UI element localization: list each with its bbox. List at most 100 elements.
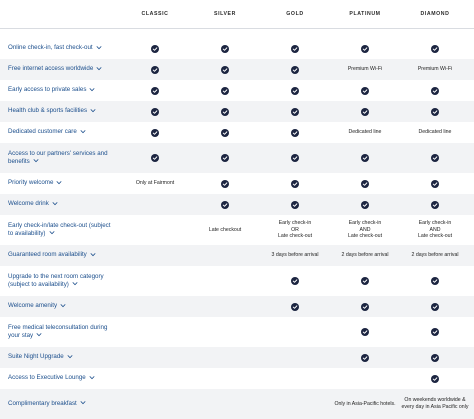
- benefit-label: Early check-in/late check-out (subject t…: [8, 221, 111, 237]
- benefit-toggle[interactable]: Upgrade to the next room category (subje…: [8, 266, 116, 296]
- chevron-down-icon: [60, 303, 67, 309]
- benefit-row: Priority welcome Only at Fairmont: [0, 173, 474, 194]
- tier-cell-silver-check: [190, 122, 260, 143]
- tier-cell-silver-check: [190, 143, 260, 173]
- check-circle-icon: [431, 154, 439, 162]
- benefit-label: Guaranteed room availability: [8, 251, 97, 259]
- tier-cell-classic-empty: [120, 368, 190, 389]
- tier-cell-diamond-text: On weekends worldwide & every day in Asi…: [401, 397, 469, 410]
- tier-cell-platinum-check: [330, 347, 400, 368]
- check-circle-icon: [221, 107, 229, 116]
- check-circle-icon: [291, 44, 299, 53]
- tier-cell-gold-check: [260, 143, 330, 173]
- tier-cell-silver-text: Late checkout: [208, 226, 242, 233]
- check-circle-icon: [361, 154, 369, 162]
- tier-cell-classic-empty: [120, 245, 190, 266]
- tier-cell-gold-text: Early check-in OR Late check-out: [277, 219, 313, 240]
- tier-cell-diamond-check: [400, 317, 470, 347]
- benefit-label: Access to Executive Lounge: [8, 374, 96, 382]
- tier-cell-classic-empty: [120, 215, 190, 245]
- tier-cell-silver-check: [190, 80, 260, 101]
- check-circle-icon: [291, 154, 299, 162]
- tier-cell-classic-empty: [120, 296, 190, 317]
- check-circle-icon: [431, 374, 439, 383]
- tier-cell-gold-text: 3 days before arrival: [271, 252, 319, 259]
- benefit-toggle[interactable]: Guaranteed room availability: [8, 245, 116, 266]
- tier-cell-platinum-check: [330, 266, 400, 296]
- check-circle-icon: [291, 128, 299, 137]
- benefit-toggle[interactable]: Access to Executive Lounge: [8, 368, 116, 389]
- benefit-toggle[interactable]: Welcome amenity: [8, 296, 116, 317]
- tier-cell-diamond-check: [400, 266, 470, 296]
- benefit-label: Free internet access worldwide: [8, 65, 103, 73]
- benefit-row: Free medical teleconsultation during you…: [0, 317, 474, 347]
- tier-cell-diamond-check: [400, 194, 470, 215]
- benefit-toggle[interactable]: Free internet access worldwide: [8, 59, 116, 80]
- tier-cell-diamond-check: [400, 101, 470, 122]
- tier-cell-platinum-text: Only in Asia-Pacific hotels.: [334, 400, 396, 407]
- tier-cell-platinum-check: [330, 143, 400, 173]
- tier-cell-silver-empty: [190, 296, 260, 317]
- tier-cell-silver-check: [190, 194, 260, 215]
- benefit-label: Welcome amenity: [8, 302, 67, 310]
- benefit-label: Welcome drink: [8, 200, 59, 208]
- tier-cell-gold-check: [260, 38, 330, 59]
- tier-cell-gold-check: [260, 59, 330, 80]
- tier-cell-diamond-check: [400, 347, 470, 368]
- benefit-toggle[interactable]: Access to our partners' services and ben…: [8, 143, 116, 173]
- benefit-toggle[interactable]: Complimentary breakfast: [8, 389, 116, 419]
- tier-cell-gold-check: [260, 122, 330, 143]
- tier-cell-gold-check: [260, 266, 330, 296]
- benefit-toggle[interactable]: Welcome drink: [8, 194, 116, 215]
- tier-cell-diamond-check: [400, 368, 470, 389]
- tier-cell-classic-check: [120, 38, 190, 59]
- tier-cell-platinum-check: [330, 296, 400, 317]
- check-circle-icon: [221, 179, 229, 188]
- chevron-down-icon: [96, 45, 103, 51]
- check-circle-icon: [361, 107, 369, 116]
- check-circle-icon: [431, 277, 439, 285]
- tier-cell-diamond-check: [400, 38, 470, 59]
- check-circle-icon: [361, 328, 369, 336]
- check-circle-icon: [151, 44, 159, 53]
- chevron-down-icon: [48, 230, 56, 236]
- tier-cell-diamond-text: 2 days before arrival: [411, 252, 459, 259]
- tier-cell-classic-empty: [120, 266, 190, 296]
- benefit-toggle[interactable]: Dedicated customer care: [8, 122, 116, 143]
- tier-cell-gold-check: [260, 101, 330, 122]
- benefit-row: Welcome amenity: [0, 296, 474, 317]
- tier-header-silver: SILVER: [214, 11, 236, 17]
- benefit-toggle[interactable]: Free medical teleconsultation during you…: [8, 317, 116, 347]
- benefit-toggle[interactable]: Health club & sports facilities: [8, 101, 116, 122]
- tier-cell-platinum-check: [330, 101, 400, 122]
- benefit-label: Health club & sports facilities: [8, 107, 97, 115]
- tier-cell-silver-empty: [190, 368, 260, 389]
- benefit-toggle[interactable]: Early access to private sales: [8, 80, 116, 101]
- tier-cell-classic-check: [120, 143, 190, 173]
- benefit-toggle[interactable]: Early check-in/late check-out (subject t…: [8, 215, 116, 245]
- tier-cell-platinum-text: 2 days before arrival: [341, 252, 389, 259]
- benefit-toggle[interactable]: Online check-in, fast check-out: [8, 38, 116, 59]
- check-circle-icon: [221, 65, 229, 74]
- benefit-row: Free internet access worldwide Premium Wi…: [0, 59, 474, 80]
- check-circle-icon: [431, 200, 439, 209]
- check-circle-icon: [221, 44, 229, 53]
- tier-cell-classic-check: [120, 101, 190, 122]
- tier-cell-classic-text: Only at Fairmont: [135, 180, 175, 187]
- benefit-toggle[interactable]: Priority welcome: [8, 173, 116, 194]
- tier-header-row: CLASSIC SILVER GOLD PLATINUM DIAMOND: [0, 0, 474, 29]
- check-circle-icon: [431, 179, 439, 188]
- benefit-toggle[interactable]: Suite Night Upgrade: [8, 347, 116, 368]
- check-circle-icon: [221, 86, 229, 95]
- check-circle-icon: [151, 65, 159, 74]
- benefit-row: Online check-in, fast check-out: [0, 38, 474, 59]
- tier-cell-gold-empty: [260, 317, 330, 347]
- tier-cell-diamond-text: Early check-in AND Late check-out: [417, 219, 453, 240]
- check-circle-icon: [151, 128, 159, 137]
- check-circle-icon: [431, 328, 439, 336]
- check-circle-icon: [221, 128, 229, 137]
- tier-cell-gold-check: [260, 80, 330, 101]
- tier-header-gold: GOLD: [286, 11, 304, 17]
- tier-cell-platinum-text: Dedicated line: [348, 129, 382, 136]
- chevron-down-icon: [72, 281, 79, 287]
